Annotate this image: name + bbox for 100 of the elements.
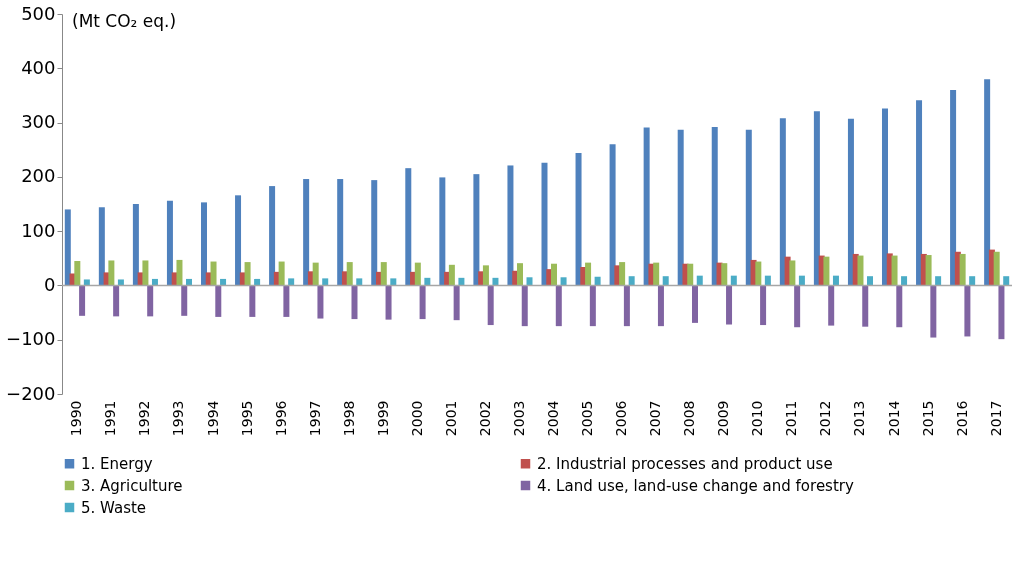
bar xyxy=(424,277,431,286)
x-tick-label: 1996 xyxy=(272,400,289,437)
x-tick-label: 2005 xyxy=(579,400,596,437)
x-tick-label: 2009 xyxy=(715,400,732,437)
bar xyxy=(653,262,660,286)
bar xyxy=(998,285,1005,340)
bar xyxy=(113,285,120,317)
bar xyxy=(677,129,684,286)
bar xyxy=(337,179,344,286)
bar xyxy=(64,209,71,286)
bar xyxy=(891,255,898,286)
bar xyxy=(492,277,499,286)
bar xyxy=(969,276,976,286)
x-tick-label: 1998 xyxy=(340,400,357,437)
y-tick-label: 100 xyxy=(21,219,56,241)
bar xyxy=(526,277,533,286)
x-tick-label: 2016 xyxy=(953,400,970,437)
x-tick-label: 2008 xyxy=(681,400,698,437)
bar xyxy=(619,262,626,286)
x-tick-label: 1991 xyxy=(102,400,119,437)
bar xyxy=(249,285,256,317)
bar xyxy=(589,285,596,327)
bar xyxy=(935,276,942,286)
y-tick-label: 0 xyxy=(44,273,56,295)
x-tick-label: 2011 xyxy=(783,400,800,437)
bar xyxy=(405,168,412,286)
x-tick-label: 1999 xyxy=(374,400,391,437)
legend-label: 3. Agriculture xyxy=(81,476,183,495)
y-tick-label: −100 xyxy=(6,328,56,350)
bar xyxy=(380,262,387,286)
bar xyxy=(439,177,446,286)
bar xyxy=(711,126,718,286)
bar xyxy=(993,251,1000,286)
bar xyxy=(254,278,261,286)
x-tick-label: 2003 xyxy=(510,400,527,437)
bar xyxy=(760,285,767,326)
bar xyxy=(453,285,460,321)
bar xyxy=(244,262,251,286)
bar xyxy=(74,261,81,286)
x-tick-label: 1992 xyxy=(136,400,153,437)
bar xyxy=(657,285,664,327)
y-axis-title: (Mt CO₂ eq.) xyxy=(72,11,177,31)
y-tick-label: −200 xyxy=(6,382,56,404)
bar xyxy=(151,278,158,286)
bar xyxy=(779,118,786,286)
bar xyxy=(176,259,183,286)
bar xyxy=(220,278,227,286)
bar xyxy=(916,100,923,286)
bar xyxy=(594,276,601,286)
bar xyxy=(798,275,805,286)
bar xyxy=(881,108,888,286)
bar xyxy=(925,255,932,286)
bar xyxy=(950,90,957,286)
legend-label: 1. Energy xyxy=(81,454,153,473)
x-tick-label: 2006 xyxy=(613,400,630,437)
bar xyxy=(371,180,378,286)
x-tick-label: 2001 xyxy=(442,400,459,437)
legend-label: 5. Waste xyxy=(81,498,147,517)
bar xyxy=(303,179,310,286)
x-tick-label: 1994 xyxy=(204,400,221,437)
bar xyxy=(862,285,869,327)
bar xyxy=(390,278,397,286)
bar xyxy=(857,255,864,286)
bar xyxy=(166,200,173,286)
bar xyxy=(458,277,465,286)
bar xyxy=(585,262,592,286)
bar xyxy=(901,276,908,286)
bar xyxy=(98,207,105,286)
bar xyxy=(346,262,353,286)
bar xyxy=(448,264,455,286)
bar xyxy=(132,204,139,286)
bar xyxy=(730,275,737,286)
bar xyxy=(108,260,115,286)
bar xyxy=(288,278,295,286)
bar xyxy=(181,285,188,316)
bar xyxy=(984,79,991,286)
bar xyxy=(419,285,426,320)
bar xyxy=(507,165,514,286)
x-tick-label: 2010 xyxy=(749,400,766,437)
bar xyxy=(755,261,762,286)
bar xyxy=(356,278,363,286)
bar xyxy=(83,279,90,286)
bar xyxy=(269,186,276,286)
bar xyxy=(278,261,285,286)
x-tick-label: 2017 xyxy=(987,400,1004,437)
x-tick-label: 2014 xyxy=(885,400,902,437)
bar xyxy=(210,261,217,286)
bar xyxy=(414,262,421,286)
bar xyxy=(930,285,937,338)
bar xyxy=(541,162,548,286)
bar xyxy=(745,129,752,286)
x-tick-label: 2007 xyxy=(647,400,664,437)
bar xyxy=(516,263,523,286)
bar xyxy=(687,263,694,286)
bar xyxy=(560,277,567,286)
bar xyxy=(789,260,796,286)
bar xyxy=(959,253,966,286)
bar xyxy=(555,285,562,327)
bar xyxy=(521,285,528,327)
bar xyxy=(609,144,616,286)
